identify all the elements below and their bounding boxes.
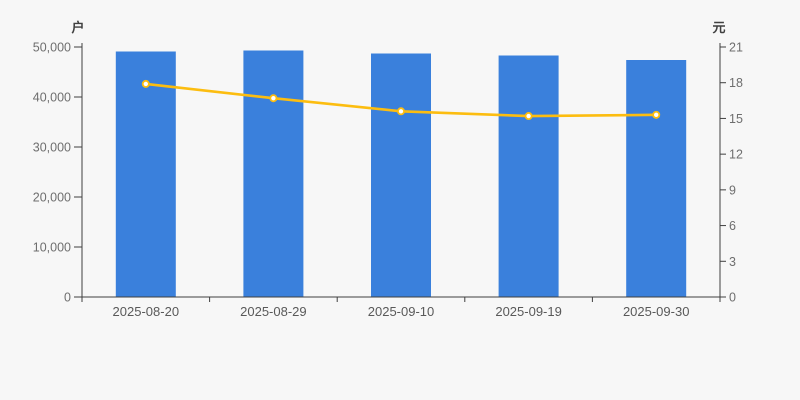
left-axis-tick-label: 20,000	[33, 191, 71, 205]
x-axis-date-label: 2025-09-30	[623, 304, 690, 319]
bar-2025-09-19[interactable]	[498, 55, 559, 298]
left-axis-tick-label: 50,000	[33, 41, 71, 55]
x-axis-date-label: 2025-09-19	[495, 304, 562, 319]
left-axis-unit-label: 户	[71, 20, 85, 35]
right-axis-tick-label: 15	[729, 112, 743, 126]
x-axis-date-label: 2025-09-10	[368, 304, 435, 319]
right-axis-tick-label: 18	[729, 76, 743, 90]
line-point-2025-08-29[interactable]	[269, 94, 278, 103]
x-axis-date-label: 2025-08-20	[113, 304, 180, 319]
line-point-2025-08-20[interactable]	[141, 79, 150, 88]
right-axis-tick-label: 0	[729, 291, 736, 305]
right-axis-tick-label: 3	[729, 255, 736, 269]
right-axis-unit-label: 元	[712, 20, 726, 35]
right-axis-tick-label: 9	[729, 183, 736, 197]
right-axis-tick-label: 21	[729, 41, 743, 55]
line-point-2025-09-10[interactable]	[396, 107, 405, 116]
left-axis-tick-label: 40,000	[33, 91, 71, 105]
bar-2025-08-20[interactable]	[115, 51, 176, 298]
left-axis-tick-label: 30,000	[33, 141, 71, 155]
right-axis-tick-label: 6	[729, 219, 736, 233]
left-axis-tick-label: 10,000	[33, 241, 71, 255]
line-point-2025-09-19[interactable]	[524, 112, 533, 121]
bar-2025-08-29[interactable]	[243, 50, 304, 298]
bar-2025-09-10[interactable]	[371, 53, 431, 298]
line-point-2025-09-30[interactable]	[652, 110, 661, 119]
bar-2025-09-30[interactable]	[626, 60, 687, 297]
left-axis-tick-label: 0	[64, 291, 71, 305]
x-axis-date-label: 2025-08-29	[240, 304, 307, 319]
right-axis-tick-label: 12	[729, 148, 743, 162]
